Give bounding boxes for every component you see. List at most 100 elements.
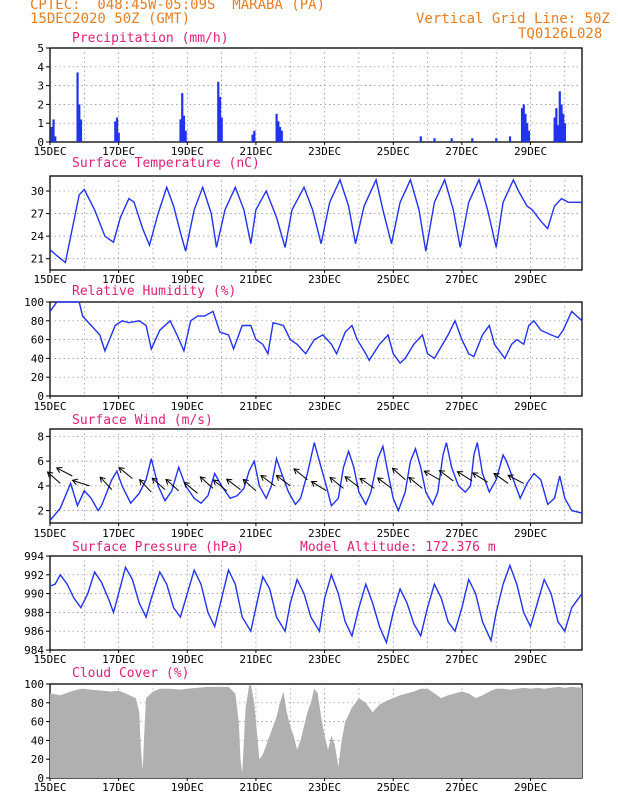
- temp-x-tick-label: 19DEC: [171, 273, 204, 286]
- cloud-x-tick-label: 23DEC: [308, 781, 341, 794]
- cloud-x-tick-label: 15DEC: [33, 781, 66, 794]
- wind-arrow: [99, 476, 113, 490]
- precip-bar: [251, 134, 254, 142]
- pressure-y-tick-label: 990: [24, 588, 44, 601]
- wind-frame: [49, 428, 583, 524]
- wind-y-tick-label: 8: [37, 430, 44, 443]
- wind-arrow: [439, 470, 454, 482]
- precip-bar: [522, 104, 525, 142]
- precip-title: Precipitation (mm/h): [72, 31, 229, 46]
- temp-x-tick-label: 29DEC: [514, 273, 547, 286]
- cloud-y-tick-label: 100: [24, 678, 44, 691]
- precip-bar: [555, 108, 558, 142]
- cloud-x-tick-label: 19DEC: [171, 781, 204, 794]
- rh-title: Relative Humidity (%): [72, 284, 236, 299]
- rh-y-tick-label: 80: [31, 315, 44, 328]
- pressure-x-tick-label: 21DEC: [239, 653, 272, 666]
- precip-x-tick-label: 19DEC: [171, 145, 204, 158]
- precip-bar: [52, 119, 55, 142]
- wind-arrow: [359, 477, 375, 489]
- temp-frame: [49, 175, 583, 271]
- precip-bar: [526, 123, 529, 142]
- temp-x-tick-label: 17DEC: [102, 273, 135, 286]
- pressure-x-tick-label: 17DEC: [102, 653, 135, 666]
- wind-y-tick-label: 6: [37, 455, 44, 468]
- wind-arrow-head: [344, 476, 351, 483]
- wind-series-line: [49, 442, 583, 521]
- wind-arrow: [139, 479, 152, 493]
- pressure-x-tick-label: 23DEC: [308, 653, 341, 666]
- pressure-x-tick-label: 27DEC: [445, 653, 478, 666]
- rh-x-tick-label: 23DEC: [308, 400, 341, 413]
- temp-x-tick-label: 27DEC: [445, 273, 478, 286]
- wind-arrow-head: [275, 474, 283, 481]
- rh-x-tick-label: 25DEC: [377, 400, 410, 413]
- precip-bar: [79, 119, 83, 142]
- pressure-x-tick-label: 15DEC: [33, 653, 66, 666]
- precip-bar: [524, 113, 527, 142]
- header-run-time: 15DEC2020 50Z (GMT): [30, 11, 191, 27]
- wind-arrow: [47, 471, 61, 484]
- cloud-x-tick-label: 17DEC: [102, 781, 135, 794]
- wind-arrow-head: [493, 472, 500, 479]
- precip-bar: [563, 123, 567, 142]
- precip-bar: [280, 130, 283, 142]
- wind-arrow-head: [376, 477, 384, 484]
- wind-y-tick-label: 4: [37, 480, 44, 493]
- wind-arrow: [377, 477, 392, 489]
- rh-y-tick-label: 20: [31, 371, 44, 384]
- wind-x-tick-label: 29DEC: [514, 527, 547, 540]
- pressure-y-tick-label: 992: [24, 569, 44, 582]
- precip-bar: [253, 130, 256, 142]
- wind-title: Surface Wind (m/s): [72, 413, 213, 428]
- wind-arrow: [226, 478, 241, 491]
- wind-arrow-head: [199, 476, 206, 483]
- temp-series-line: [49, 177, 582, 264]
- wind-arrow-head: [139, 478, 146, 486]
- wind-arrow: [56, 467, 73, 477]
- rh-frame: [49, 301, 583, 397]
- header-model-id: TQ0126L028: [518, 26, 603, 42]
- precip-bar: [184, 130, 187, 142]
- wind-arrow: [151, 477, 166, 490]
- wind-arrow: [457, 471, 473, 482]
- precip-bar: [560, 104, 563, 142]
- temp-x-tick-label: 25DEC: [377, 273, 410, 286]
- rh-x-tick-label: 29DEC: [514, 400, 547, 413]
- precip-bar: [562, 113, 565, 142]
- precip-bar: [471, 138, 474, 142]
- wind-x-tick-label: 27DEC: [445, 527, 478, 540]
- wind-arrow: [213, 479, 228, 492]
- precip-y-tick-label: 5: [37, 42, 44, 55]
- precip-frame: [49, 47, 583, 143]
- precip-y-tick-label: 2: [37, 98, 44, 111]
- pressure-annotation: Model Altitude: 172.376 m: [300, 540, 496, 555]
- precip-bar: [76, 72, 79, 142]
- precip-bar: [558, 91, 561, 142]
- cloud-y-tick-label: 60: [31, 716, 44, 729]
- wind-arrow-head: [99, 476, 106, 483]
- precip-bar: [182, 115, 186, 142]
- wind-arrow-head: [391, 467, 399, 474]
- cloud-title: Cloud Cover (%): [72, 666, 189, 681]
- wind-arrow: [311, 481, 327, 492]
- pressure-x-tick-label: 19DEC: [171, 653, 204, 666]
- precip-y-tick-label: 3: [37, 80, 44, 93]
- wind-arrow: [472, 472, 488, 483]
- wind-arrow: [72, 479, 90, 487]
- precip-y-tick-label: 1: [37, 117, 44, 130]
- wind-arrow-head: [293, 468, 300, 475]
- precip-y-tick-label: 0: [37, 136, 44, 149]
- wind-arrow-head: [212, 479, 219, 486]
- wind-x-tick-label: 21DEC: [239, 527, 272, 540]
- wind-arrow-head: [472, 472, 479, 479]
- wind-arrow-head: [359, 477, 366, 484]
- rh-series-line: [49, 301, 583, 365]
- pressure-frame: [49, 555, 583, 651]
- temp-x-tick-label: 23DEC: [308, 273, 341, 286]
- precip-bar: [218, 96, 222, 142]
- pressure-y-tick-label: 994: [24, 550, 44, 563]
- precip-bar: [220, 117, 223, 142]
- wind-x-tick-label: 23DEC: [308, 527, 341, 540]
- pressure-x-tick-label: 25DEC: [377, 653, 410, 666]
